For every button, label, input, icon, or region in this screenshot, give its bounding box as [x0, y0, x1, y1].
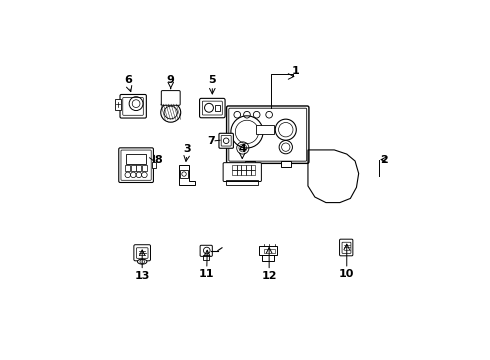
- Bar: [237, 170, 241, 175]
- Bar: [203, 255, 209, 260]
- Text: 2: 2: [380, 155, 388, 165]
- Bar: [226, 180, 258, 185]
- Text: 11: 11: [199, 269, 215, 279]
- FancyBboxPatch shape: [219, 133, 233, 148]
- Ellipse shape: [138, 259, 147, 264]
- FancyBboxPatch shape: [340, 239, 353, 256]
- Text: 6: 6: [124, 75, 132, 85]
- Bar: [256, 125, 274, 134]
- Bar: [232, 165, 237, 170]
- FancyBboxPatch shape: [200, 245, 212, 256]
- Bar: [237, 165, 241, 170]
- Bar: [281, 161, 291, 167]
- Text: 8: 8: [154, 155, 162, 165]
- Bar: [115, 99, 122, 110]
- FancyBboxPatch shape: [161, 91, 180, 105]
- Text: 12: 12: [261, 271, 277, 281]
- Text: 3: 3: [183, 144, 191, 154]
- Bar: [251, 170, 255, 175]
- FancyBboxPatch shape: [223, 163, 261, 181]
- Bar: [215, 105, 220, 111]
- Bar: [262, 255, 274, 261]
- Text: 4: 4: [238, 144, 246, 154]
- Bar: [246, 165, 251, 170]
- Text: 10: 10: [339, 269, 354, 279]
- Text: 1: 1: [292, 67, 299, 76]
- FancyBboxPatch shape: [120, 94, 147, 118]
- FancyBboxPatch shape: [134, 245, 150, 261]
- Bar: [136, 165, 141, 171]
- Bar: [259, 246, 277, 255]
- Bar: [245, 161, 255, 167]
- FancyBboxPatch shape: [226, 106, 309, 163]
- Bar: [131, 165, 136, 171]
- Bar: [246, 170, 251, 175]
- Bar: [125, 165, 130, 171]
- Bar: [264, 249, 275, 253]
- FancyBboxPatch shape: [119, 148, 153, 183]
- Bar: [152, 162, 156, 168]
- Bar: [241, 165, 246, 170]
- Ellipse shape: [161, 103, 181, 122]
- Bar: [142, 165, 147, 171]
- Bar: [251, 165, 255, 170]
- Bar: [125, 154, 146, 164]
- FancyBboxPatch shape: [199, 98, 225, 118]
- Text: 9: 9: [167, 75, 174, 85]
- Bar: [180, 170, 188, 178]
- Text: 5: 5: [209, 75, 216, 85]
- Bar: [241, 170, 246, 175]
- Bar: [232, 170, 237, 175]
- Text: 7: 7: [207, 136, 215, 146]
- Text: 13: 13: [134, 271, 150, 281]
